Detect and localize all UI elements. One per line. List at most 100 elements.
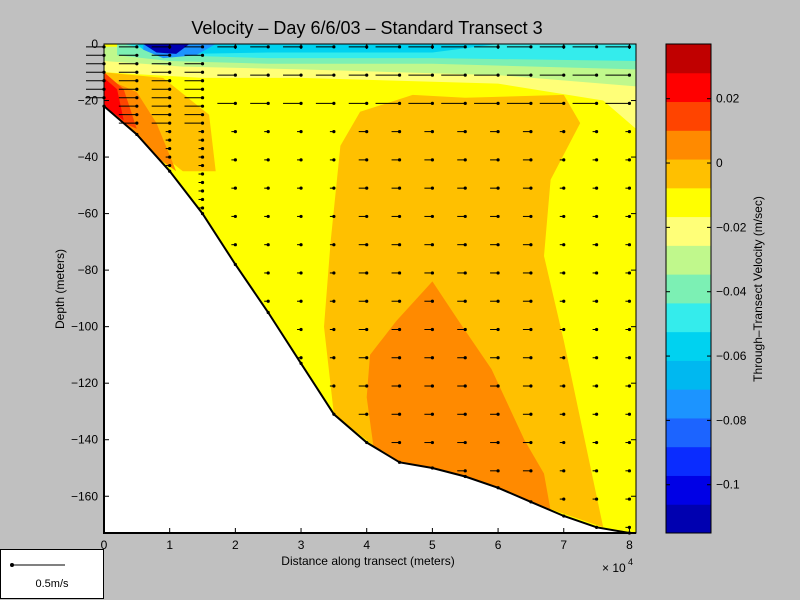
vector-point [463,45,467,49]
vector-point [397,130,402,134]
vector-point [299,214,303,219]
vector-point [562,271,566,275]
vector-point [266,45,270,49]
vector-point [627,186,632,190]
vector-point [233,214,237,219]
vector-point [135,45,139,49]
vector-point [168,155,172,159]
colorbar-swatch [666,187,711,218]
vector-point [529,73,533,77]
x-tick-label: 2 [232,538,239,552]
vector-point [529,500,533,504]
vector-point [135,79,139,83]
vector-point [200,62,205,66]
vector-point [332,356,336,360]
vector-point [266,310,270,315]
vector-point [299,158,303,162]
vector-point [562,356,566,360]
vector-point [200,172,205,176]
vector-point [397,327,402,332]
chart-title: Velocity – Day 6/6/03 – Standard Transec… [191,18,542,38]
vector-point [397,440,402,445]
vector-point [397,271,402,275]
vector-point [266,101,270,105]
vector-point [332,299,336,303]
vector-point [200,180,205,185]
vector-point [562,514,566,518]
vector-point [562,299,566,303]
vector-point [463,158,467,162]
vector-point [299,361,303,366]
vector-point [397,186,402,190]
vector-point [365,271,369,275]
vector-point [430,299,434,303]
vector-point [168,70,172,74]
vector-point [594,384,599,388]
vector-point [529,101,533,105]
vector-point [365,299,369,303]
y-tick-label: −160 [71,489,98,503]
vector-point [233,130,237,134]
vector-point [562,469,566,473]
x-tick-label: 4 [363,538,370,552]
colorbar-tick-label: −0.06 [716,349,747,363]
vector-point [594,45,599,49]
vector-point [430,356,434,360]
vector-point [365,73,369,77]
vector-point [529,356,533,360]
scale-arrow-legend: 0.5m/s [0,549,104,599]
vector-point [397,412,402,416]
colorbar: −0.1 −0.08 −0.06 −0.04 −0.02 0 0.02 [665,43,747,534]
vector-point [430,243,434,247]
y-axis-label: Depth (meters) [53,249,67,329]
vector-point [397,460,402,464]
y-tick-label: −40 [78,150,99,164]
vector-point [627,497,632,501]
vector-point [529,186,533,190]
vector-point [463,469,467,473]
vector-point [200,121,205,125]
vector-point [627,412,632,416]
colorbar-swatch [666,72,711,103]
vector-point [463,384,467,388]
vector-point [562,327,566,332]
vector-point [200,189,205,193]
vector-point [168,96,172,100]
vector-point [266,243,270,247]
vector-point [496,271,500,275]
vector-point [496,243,500,247]
vector-point [594,130,599,134]
vector-point [496,158,500,162]
vector-point [365,327,369,332]
vector-point [266,158,270,162]
vector-point [200,155,205,159]
vector-point [365,214,369,219]
colorbar-swatch [666,101,711,131]
colorbar-swatch [666,302,711,333]
vector-point [168,62,172,66]
vector-point [299,243,303,247]
vector-point [200,53,205,57]
vector-point [397,73,402,77]
vector-point [168,163,172,168]
vector-point [365,101,369,105]
colorbar-tick-label: 0.02 [716,92,740,106]
velocity-contours [104,44,637,528]
vector-point [627,327,632,332]
vector-point [594,412,599,416]
vector-point [529,130,533,134]
vector-point [168,87,172,91]
vector-point [627,469,632,473]
vector-point [397,158,402,162]
plot-frame [103,43,637,534]
y-tick-label: −20 [78,94,99,108]
vector-point [365,158,369,162]
vector-point [496,214,500,219]
vector-point [168,53,172,57]
vector-point [200,79,205,83]
vector-point [200,87,205,91]
vector-point [266,73,270,77]
vector-point [365,440,369,445]
vector-point [594,158,599,162]
vector-point [365,384,369,388]
